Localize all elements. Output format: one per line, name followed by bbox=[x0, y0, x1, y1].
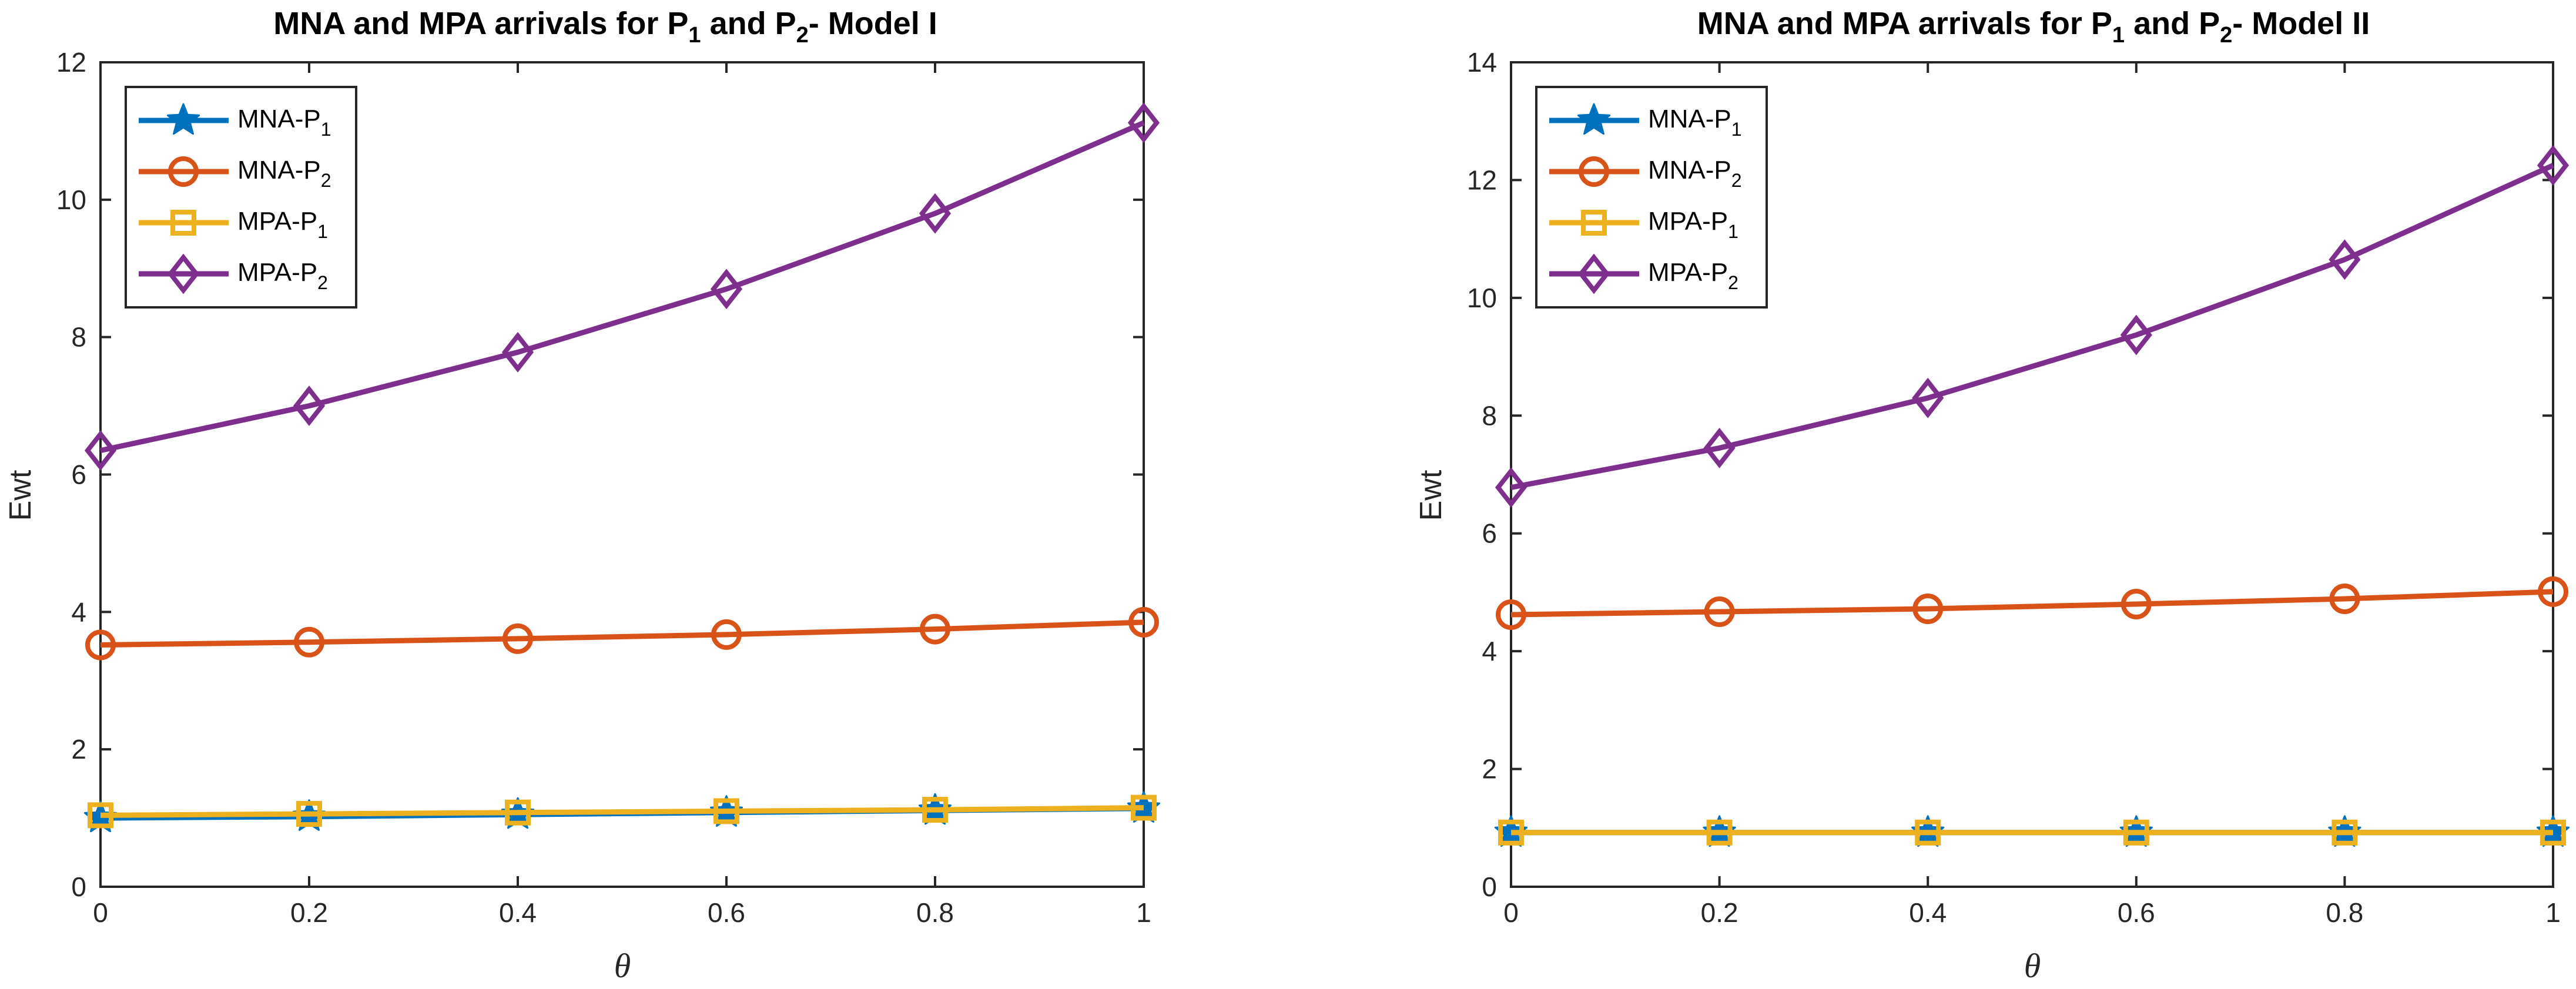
legend-marker bbox=[168, 156, 199, 187]
x-axis-label: θ bbox=[614, 947, 631, 985]
legend-entry: MPA-P2 bbox=[1648, 258, 1738, 293]
data-point-mpa-p1 bbox=[1131, 794, 1157, 821]
y-tick-label: 0 bbox=[71, 871, 86, 902]
data-point-mpa-p1 bbox=[2332, 819, 2358, 846]
x-tick-label: 0.8 bbox=[2326, 897, 2363, 928]
chart-model-ii: MNA and MPA arrivals for P1 and P2- Mode… bbox=[1414, 6, 2570, 985]
data-point-mpa-p2 bbox=[84, 430, 117, 471]
data-point-mpa-p2 bbox=[2120, 314, 2152, 356]
legend-entry: MNA-P2 bbox=[237, 156, 331, 191]
y-tick-label: 8 bbox=[1482, 400, 1497, 431]
data-point-mna-p2 bbox=[711, 619, 742, 650]
legend-entry: MPA-P1 bbox=[1648, 207, 1738, 242]
y-tick-label: 2 bbox=[71, 734, 86, 765]
data-point-mna-p2 bbox=[1496, 599, 1526, 631]
legend-entry: MPA-P1 bbox=[237, 207, 328, 242]
data-point-mna-p2 bbox=[2329, 583, 2360, 614]
data-point-mpa-p1 bbox=[2540, 819, 2566, 846]
data-point-mpa-p2 bbox=[2329, 239, 2361, 280]
legend: MNA-P1 MNA-P2 MPA-P1 MPA-P2 bbox=[125, 86, 357, 309]
data-point-mna-p2 bbox=[2538, 576, 2568, 607]
series-line-mna-p2 bbox=[1510, 589, 2554, 618]
legend-marker bbox=[1579, 156, 1609, 187]
series-line-mpa-p2 bbox=[100, 120, 1145, 454]
y-tick-label: 6 bbox=[71, 460, 86, 490]
data-point-mpa-p2 bbox=[919, 193, 952, 234]
legend: MNA-P1 MNA-P2 MPA-P1 MPA-P2 bbox=[1535, 86, 1768, 309]
y-tick-label: 12 bbox=[1467, 165, 1497, 195]
x-tick-label: 0 bbox=[93, 897, 108, 928]
data-point-mna-p2 bbox=[503, 623, 533, 654]
data-point-mpa-p1 bbox=[296, 801, 322, 827]
legend-marker bbox=[1577, 103, 1611, 135]
data-point-mna-p2 bbox=[2121, 588, 2152, 619]
legend-box bbox=[125, 86, 357, 309]
x-tick-label: 0.6 bbox=[708, 897, 745, 928]
data-point-mna-p2 bbox=[920, 613, 950, 645]
x-tick-label: 0.2 bbox=[1701, 897, 1738, 928]
x-tick-label: 0.8 bbox=[916, 897, 954, 928]
data-point-mpa-p1 bbox=[713, 798, 739, 824]
x-axis-label: θ bbox=[2024, 947, 2041, 985]
data-point-mna-p2 bbox=[294, 626, 324, 658]
y-tick-label: 4 bbox=[1482, 636, 1497, 666]
data-point-mpa-p1 bbox=[88, 802, 113, 829]
legend-entry: MNA-P2 bbox=[1648, 156, 1742, 191]
y-tick-label: 4 bbox=[71, 596, 86, 627]
data-point-mpa-p1 bbox=[922, 797, 948, 823]
series-line-mpa-p2 bbox=[1510, 163, 2554, 490]
data-point-mpa-p2 bbox=[1912, 377, 1944, 418]
data-point-mpa-p1 bbox=[1915, 819, 1941, 846]
data-point-mpa-p2 bbox=[2537, 145, 2570, 186]
x-tick-label: 0.2 bbox=[290, 897, 328, 928]
x-tick-label: 0.6 bbox=[2118, 897, 2155, 928]
chart-title: MNA and MPA arrivals for P1 and P2- Mode… bbox=[273, 6, 937, 48]
data-point-mpa-p2 bbox=[1495, 467, 1527, 508]
data-point-mpa-p1 bbox=[1706, 819, 1733, 846]
y-tick-label: 8 bbox=[71, 322, 86, 353]
x-tick-label: 0.4 bbox=[499, 897, 537, 928]
series-line-mpa-p1 bbox=[100, 805, 1144, 818]
legend-marker bbox=[166, 103, 200, 135]
y-axis-label: Ewt bbox=[1414, 470, 1448, 521]
data-point-mpa-p2 bbox=[710, 269, 743, 310]
legend-entry: MNA-P1 bbox=[237, 105, 331, 140]
data-point-mna-p2 bbox=[1704, 596, 1735, 627]
data-point-mpa-p2 bbox=[1703, 427, 1736, 468]
y-tick-label: 10 bbox=[1467, 283, 1497, 313]
data-point-mna-p2 bbox=[1128, 606, 1159, 638]
chart-title: MNA and MPA arrivals for P1 and P2- Mode… bbox=[1697, 6, 2370, 48]
y-tick-label: 0 bbox=[1482, 871, 1497, 902]
x-tick-label: 0.4 bbox=[1909, 897, 1947, 928]
data-point-mna-p2 bbox=[85, 629, 116, 661]
legend-marker bbox=[167, 253, 200, 294]
legend-marker bbox=[170, 210, 196, 236]
data-point-mpa-p2 bbox=[293, 385, 326, 427]
legend-entry: MPA-P2 bbox=[237, 258, 328, 293]
y-tick-label: 14 bbox=[1467, 47, 1497, 78]
data-point-mpa-p1 bbox=[505, 799, 531, 826]
legend-box bbox=[1535, 86, 1768, 309]
y-tick-label: 2 bbox=[1482, 754, 1497, 785]
y-tick-label: 6 bbox=[1482, 518, 1497, 549]
series-line-mna-p2 bbox=[100, 619, 1144, 648]
legend-entry: MNA-P1 bbox=[1648, 105, 1742, 140]
data-point-mpa-p2 bbox=[1127, 102, 1160, 143]
x-tick-label: 0 bbox=[1503, 897, 1519, 928]
data-point-mna-p2 bbox=[1912, 593, 1944, 624]
legend-marker bbox=[1577, 253, 1610, 294]
x-tick-label: 1 bbox=[2545, 897, 2561, 928]
y-axis-label: Ewt bbox=[4, 470, 38, 521]
data-point-mpa-p2 bbox=[501, 331, 534, 373]
data-point-mpa-p1 bbox=[1498, 819, 1524, 846]
chart-model-i: MNA and MPA arrivals for P1 and P2- Mode… bbox=[4, 6, 1161, 985]
data-point-mpa-p1 bbox=[2123, 819, 2149, 846]
legend-marker bbox=[1581, 210, 1607, 236]
y-tick-label: 12 bbox=[56, 47, 86, 78]
x-tick-label: 1 bbox=[1136, 897, 1151, 928]
y-tick-label: 10 bbox=[56, 185, 86, 215]
